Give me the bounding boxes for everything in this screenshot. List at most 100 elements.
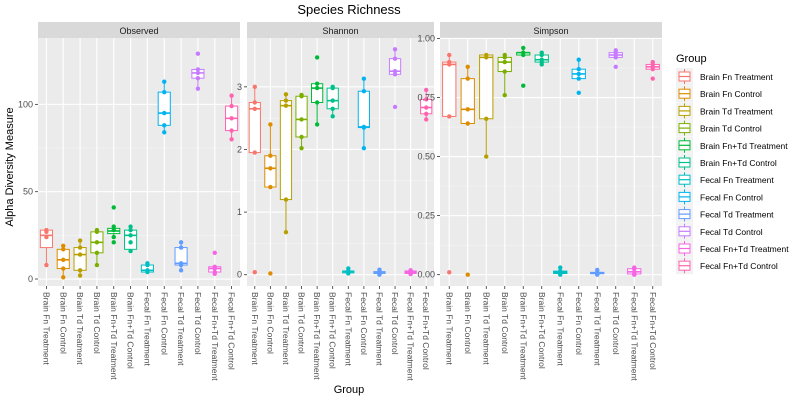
data-point bbox=[268, 166, 273, 171]
box-12 bbox=[225, 93, 239, 142]
legend-item: Brain Fn+Td Control bbox=[676, 154, 777, 171]
box-body bbox=[124, 229, 138, 250]
box-7 bbox=[140, 261, 154, 275]
data-point bbox=[229, 128, 234, 133]
data-point bbox=[299, 92, 304, 98]
data-point bbox=[61, 257, 66, 263]
box-body bbox=[264, 155, 277, 188]
x-tick-label: Fecal Fn+Td Control bbox=[421, 292, 431, 370]
box-2 bbox=[56, 243, 70, 280]
data-point bbox=[392, 47, 398, 52]
x-tick-label: Fecal Td Treatment bbox=[374, 292, 384, 366]
data-point bbox=[424, 87, 429, 93]
legend-title: Group bbox=[676, 53, 707, 65]
box-10 bbox=[191, 51, 205, 91]
data-point bbox=[361, 146, 367, 151]
x-axis-title: Group bbox=[334, 384, 365, 396]
x-tick-label: Fecal Fn Treatment bbox=[142, 292, 152, 366]
data-point bbox=[576, 90, 581, 95]
y-tick-label: 0 bbox=[237, 270, 242, 280]
box-body bbox=[460, 78, 475, 125]
data-point bbox=[162, 123, 167, 128]
data-point bbox=[195, 86, 201, 91]
box-1 bbox=[442, 52, 457, 275]
x-tick-label: Brain Fn Treatment bbox=[250, 292, 260, 365]
data-point bbox=[465, 64, 470, 70]
data-point bbox=[484, 52, 489, 58]
box-4 bbox=[295, 92, 308, 151]
data-point bbox=[330, 114, 335, 119]
box-body bbox=[479, 54, 494, 120]
data-point bbox=[539, 50, 544, 55]
legend-label: Fecal Td Control bbox=[700, 227, 763, 237]
legend-label: Brain Fn Control bbox=[700, 89, 762, 99]
x-tick-label: Brain Td Treatment bbox=[281, 292, 291, 365]
x-tick-label: Fecal Td Control bbox=[193, 292, 203, 355]
legend-label: Fecal Fn Control bbox=[700, 192, 763, 202]
data-point bbox=[252, 106, 257, 111]
data-point bbox=[330, 106, 335, 111]
data-point bbox=[252, 270, 257, 275]
data-point bbox=[252, 84, 257, 90]
y-tick-label: 1.00 bbox=[417, 33, 435, 43]
data-point bbox=[195, 51, 201, 56]
data-point bbox=[268, 184, 273, 190]
box-9 bbox=[174, 240, 188, 273]
box-7 bbox=[553, 265, 568, 277]
data-point bbox=[77, 252, 83, 257]
data-point bbox=[299, 134, 304, 140]
box-body bbox=[279, 100, 293, 201]
data-point bbox=[424, 105, 429, 110]
box-11 bbox=[404, 268, 417, 277]
data-point bbox=[178, 261, 184, 266]
data-point bbox=[178, 268, 184, 273]
panel-background bbox=[38, 38, 240, 286]
data-point bbox=[268, 122, 273, 127]
box-11 bbox=[627, 265, 642, 277]
data-point bbox=[128, 248, 133, 254]
data-point bbox=[44, 262, 49, 268]
y-tick-label: 3 bbox=[237, 82, 242, 92]
data-point bbox=[424, 117, 429, 122]
legend-item: Brain Td Treatment bbox=[676, 102, 773, 120]
data-point bbox=[447, 59, 452, 65]
data-point bbox=[212, 264, 217, 269]
legend-item: Fecal Fn Control bbox=[676, 188, 763, 206]
data-point bbox=[111, 205, 116, 210]
legend-item: Brain Td Control bbox=[676, 119, 762, 137]
box-4 bbox=[90, 227, 104, 268]
data-point bbox=[361, 124, 367, 130]
x-tick-label: Fecal Td Treatment bbox=[592, 292, 602, 366]
data-point bbox=[408, 268, 413, 273]
data-point bbox=[128, 227, 133, 233]
y-tick-label: 0 bbox=[28, 274, 33, 284]
x-tick-label: Fecal Fn+Td Treatment bbox=[406, 292, 416, 381]
y-axis-title: Alpha Diversity Measure bbox=[4, 107, 16, 226]
data-point bbox=[299, 146, 304, 151]
data-point bbox=[195, 75, 201, 81]
facet-panels: Observed 0 50 100 Brain Fn Treatment Brain Fn… bbox=[18, 22, 662, 381]
data-point bbox=[576, 66, 581, 72]
data-point bbox=[502, 92, 507, 98]
legend-item: Fecal Fn Treatment bbox=[676, 171, 774, 189]
data-point bbox=[229, 93, 234, 98]
facet-strip-label: Observed bbox=[119, 26, 158, 36]
data-point bbox=[178, 240, 184, 245]
data-point bbox=[392, 56, 398, 61]
box-body bbox=[357, 90, 370, 129]
data-point bbox=[424, 111, 429, 116]
legend-label: Brain Fn+Td Treatment bbox=[700, 141, 788, 151]
data-point bbox=[521, 83, 526, 88]
data-point bbox=[44, 234, 49, 240]
data-point bbox=[447, 114, 452, 119]
data-point bbox=[229, 103, 234, 109]
box-body bbox=[73, 247, 87, 271]
box-9 bbox=[590, 267, 605, 277]
data-point bbox=[314, 122, 320, 127]
box-body bbox=[295, 95, 308, 138]
x-tick-label: Brain Td Control bbox=[500, 292, 510, 354]
box-5 bbox=[311, 55, 324, 127]
box-2 bbox=[264, 122, 277, 276]
